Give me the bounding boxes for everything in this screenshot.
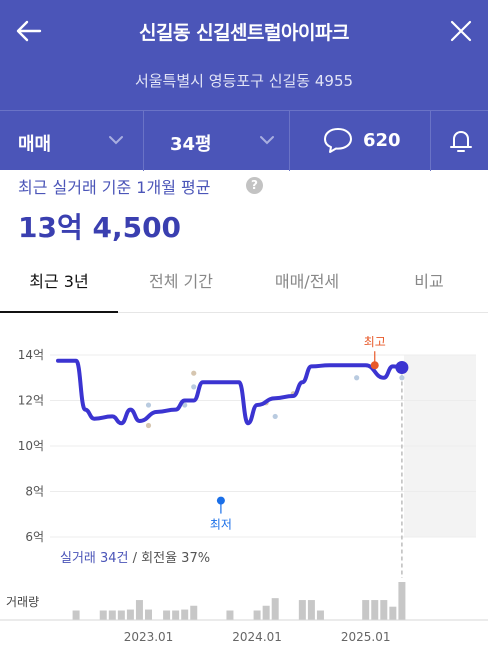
volume-bar [253, 610, 261, 620]
chart-grid [50, 354, 476, 538]
title-row: 신길동 신길센트럴아이파크 [0, 0, 488, 62]
volume-bar [135, 600, 143, 620]
trade-points [145, 361, 405, 429]
volume-bar [316, 610, 324, 620]
volume-bar [307, 600, 315, 620]
speech-bubble-icon [324, 128, 352, 153]
trade-point [191, 370, 197, 376]
volume-label: 거래량 [6, 595, 40, 609]
y-tick-label: 6억 [25, 530, 44, 544]
volume-bar [380, 600, 388, 620]
address: 서울특별시 영등포구 신길동 4955 [134, 72, 354, 90]
chevron-down-icon [260, 136, 274, 145]
trade-point [399, 375, 405, 381]
y-tick-label: 10억 [18, 439, 44, 453]
trade-summary-separator: / [128, 551, 142, 566]
x-axis: 2023.01 2024.01 2025.01 [124, 630, 391, 644]
arrow-left-icon[interactable] [14, 16, 44, 46]
trade-count: 실거래 34건 [60, 551, 129, 566]
trade-point [272, 413, 278, 420]
volume-bar [271, 598, 279, 620]
volume-bar [181, 609, 189, 620]
volume-bar [371, 600, 379, 620]
volume-bar [172, 610, 180, 620]
bell-icon[interactable] [446, 126, 476, 156]
y-tick-label: 12억 [18, 394, 44, 408]
volume-bar [298, 600, 306, 620]
volume-bar [163, 610, 171, 620]
header: 신길동 신길센트럴아이파크 서울특별시 영등포구 신길동 4955 매매 34평… [0, 0, 488, 171]
x-tick-label: 2023.01 [124, 630, 174, 644]
max-marker-label: 최고 [364, 335, 386, 349]
average-label: 최근 실거래 기준 1개월 평균 [18, 178, 211, 197]
filter-bar: 매매 34평 620 [0, 110, 488, 171]
tab-recent-3y[interactable]: 최근 3년 [0, 256, 118, 313]
current-point [395, 361, 409, 375]
x-tick-label: 2025.01 [341, 630, 391, 644]
comments-button[interactable]: 620 [290, 111, 431, 171]
volume-bar [145, 609, 152, 620]
trade-point [145, 402, 152, 408]
comments-count: 620 [363, 130, 401, 151]
y-axis: 14억 12억 10억 8억 6억 [18, 348, 44, 544]
area-dropdown[interactable]: 34평 [144, 111, 290, 171]
max-marker-dot [370, 361, 379, 370]
turnover-rate: 회전율 37% [141, 551, 211, 566]
close-icon[interactable] [446, 16, 476, 46]
volume-bars [72, 582, 406, 620]
price-line [56, 358, 404, 426]
volume-bar [117, 610, 125, 620]
trade-type-label: 매매 [18, 134, 52, 155]
volume-bar [362, 600, 370, 620]
tab-trade-lease[interactable]: 매매/전세 [274, 272, 340, 291]
y-tick-label: 8억 [25, 485, 44, 499]
volume-bar [99, 610, 107, 620]
area-label: 34평 [170, 134, 212, 155]
trade-point [145, 422, 152, 429]
y-tick-label: 14억 [18, 348, 44, 362]
chevron-down-icon [109, 136, 123, 145]
trade-type-dropdown[interactable]: 매매 [0, 111, 144, 171]
period-tabs: 최근 3년 전체 기간 매매/전세 비교 [0, 256, 488, 313]
min-marker-dot [216, 496, 225, 505]
volume-bar [72, 610, 80, 620]
volume-bar [190, 605, 198, 620]
min-marker-label: 최저 [210, 518, 232, 532]
x-tick-label: 2024.01 [232, 630, 282, 644]
average-price: 13억 4,500 [18, 211, 182, 244]
volume-bar [126, 609, 134, 620]
trade-point [354, 375, 360, 381]
tab-compare[interactable]: 비교 [414, 272, 444, 291]
trade-summary: 실거래 34건 / 회전율 37% [60, 547, 210, 566]
volume-bar [108, 610, 116, 620]
help-icon[interactable]: ? [246, 177, 263, 194]
volume-bar [398, 582, 406, 620]
trade-point [182, 402, 188, 408]
volume-bar [389, 606, 397, 620]
tab-all-period[interactable]: 전체 기간 [149, 272, 213, 291]
trade-point [191, 384, 197, 390]
page-title: 신길동 신길센트럴아이파크 [139, 22, 349, 44]
volume-bar [262, 605, 270, 620]
volume-bar [226, 610, 234, 620]
